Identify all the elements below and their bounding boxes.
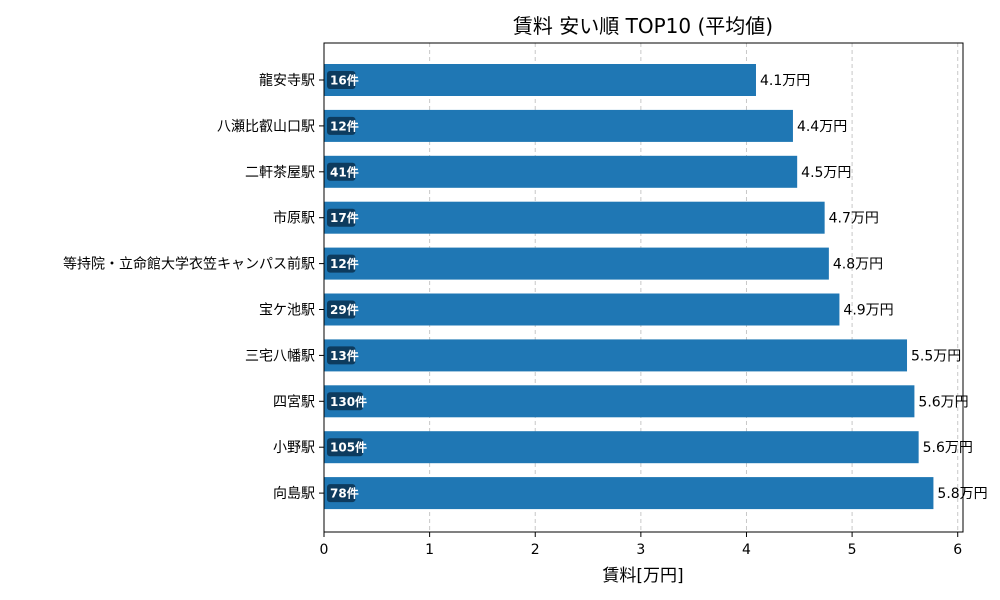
bar [324,385,915,418]
count-badge-label: 78件 [330,486,359,501]
bar [324,477,934,510]
count-badge [327,392,363,411]
bar [324,339,908,372]
plot-frame [323,42,964,533]
bar [324,155,798,188]
bar [324,293,840,326]
count-badge-label: 105件 [330,440,367,455]
count-badge-label: 17件 [330,210,359,225]
x-tick-label: 5 [848,542,857,558]
x-axis-label: 賃料[万円] [602,566,683,586]
count-badge-label: 12件 [330,118,359,133]
x-tick-label: 2 [531,542,540,558]
value-label: 5.6万円 [918,394,968,410]
bar [324,247,829,280]
bar [324,201,825,234]
count-badge-label: 16件 [330,73,359,88]
value-label: 4.5万円 [801,165,851,181]
count-badge [327,254,356,273]
value-label: 4.4万円 [797,119,847,135]
y-tick-label: 市原駅 [273,210,315,227]
y-tick-label: 等持院・立命館大学衣笠キャンパス前駅 [63,256,315,273]
count-badge [327,116,356,135]
count-badge-label: 130件 [330,394,367,409]
count-badge-label: 41件 [330,164,359,179]
x-tick-label: 3 [636,542,645,558]
x-tick-label: 1 [425,542,434,558]
count-badge [327,71,356,89]
chart-title: 賃料 安い順 TOP10 (平均値) [513,14,773,38]
y-tick-label: 龍安寺駅 [259,72,315,89]
bar [324,109,793,142]
y-tick-label: 小野駅 [273,440,315,456]
count-badge-label: 29件 [330,302,359,317]
count-badge-label: 12件 [330,256,359,271]
value-label: 5.6万円 [923,440,973,456]
y-axis: 龍安寺駅八瀬比叡山口駅二軒茶屋駅市原駅等持院・立命館大学衣笠キャンパス前駅宝ケ池… [63,72,324,502]
count-badge [327,208,356,227]
y-tick-label: 四宮駅 [273,394,315,410]
value-label: 5.5万円 [911,348,961,364]
y-tick-label: 宝ケ池駅 [259,303,315,319]
count-badge [327,438,363,457]
y-tick-label: 二軒茶屋駅 [245,165,315,181]
value-label: 4.7万円 [829,211,879,227]
bars-layer: 16件 4.1万円 12件 4.4万円 41件 4.5万円 17件 4.7万円 12件 4.8万円… [324,64,988,510]
value-label: 4.1万円 [760,73,810,89]
value-label: 4.9万円 [843,303,893,319]
value-label: 4.8万円 [833,257,883,273]
count-badge [327,162,356,181]
count-badge [327,300,356,319]
x-axis: 0 1 2 3 4 5 6 [320,532,962,558]
x-tick-label: 0 [320,542,329,558]
count-badge [327,484,356,503]
y-tick-label: 八瀬比叡山口駅 [217,118,315,135]
count-badge [327,346,356,365]
x-tick-label: 4 [742,542,751,558]
bar [324,64,756,96]
y-tick-label: 三宅八幡駅 [245,348,315,364]
y-tick-label: 向島駅 [273,486,315,502]
count-badge-label: 13件 [330,348,359,363]
x-tick-label: 6 [953,542,962,558]
bar [324,431,919,464]
